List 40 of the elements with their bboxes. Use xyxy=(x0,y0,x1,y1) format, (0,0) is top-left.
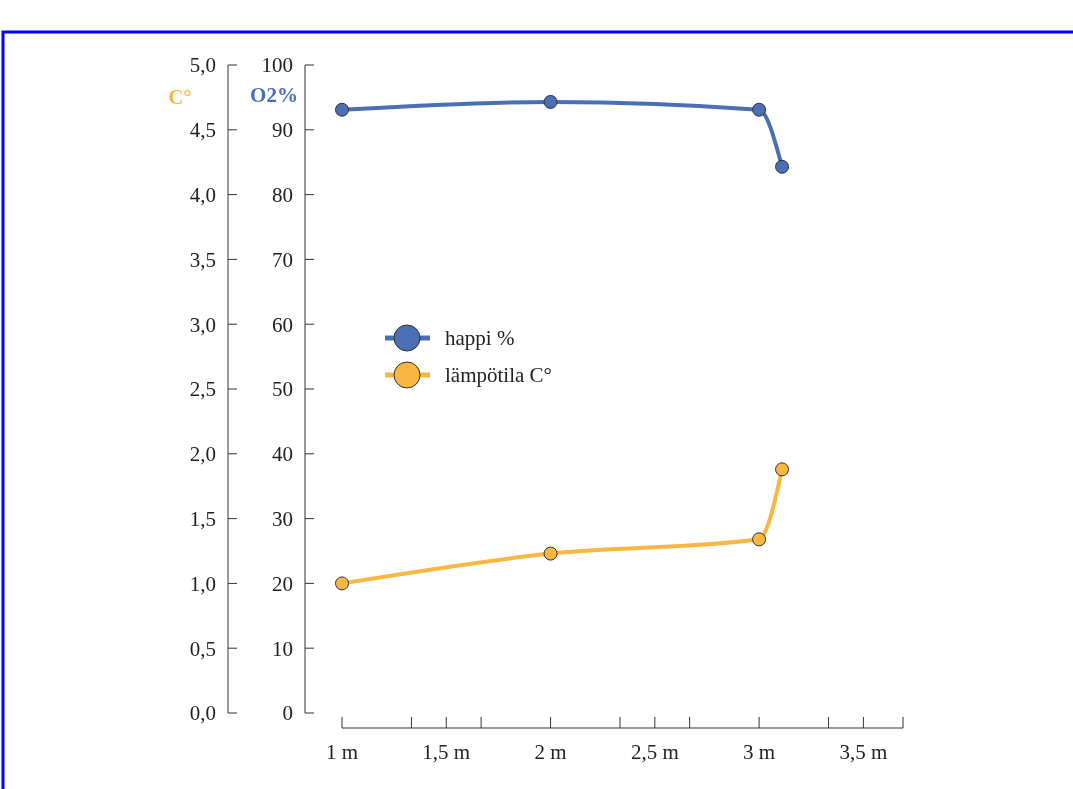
y-tick-label: 10 xyxy=(272,636,293,661)
y2-tick-label: 3,0 xyxy=(189,312,216,337)
y-tick-label: 30 xyxy=(272,506,293,531)
y2-tick-label: 3,5 xyxy=(189,247,216,272)
y2-tick-label: 2,5 xyxy=(189,377,216,402)
x-tick-label: 1 m xyxy=(325,740,359,765)
y-tick-label: 80 xyxy=(272,182,293,207)
y-tick-label: 0 xyxy=(282,701,293,726)
point xyxy=(335,102,349,117)
point xyxy=(543,546,558,561)
legend-label: lämpötila C° xyxy=(445,363,552,388)
y2-tick-label: 2,0 xyxy=(189,442,216,467)
y-tick-label: 90 xyxy=(272,118,293,143)
y2-tick-label: 5,0 xyxy=(189,53,216,78)
y-tick-label: 40 xyxy=(272,442,293,467)
y-tick-label: 70 xyxy=(272,247,293,272)
point xyxy=(543,94,558,109)
legend-label: happi % xyxy=(445,326,515,351)
y-tick-label: 20 xyxy=(272,571,293,596)
y-axis-title: O2% xyxy=(250,83,298,108)
x-tick-label: 2 m xyxy=(534,740,567,765)
y2-tick-label: 0,0 xyxy=(189,701,216,726)
x-tick-label: 2,5 m xyxy=(630,740,679,765)
point xyxy=(335,576,349,591)
x-tick-label: 3 m xyxy=(743,740,776,765)
y2-tick-label: 1,5 xyxy=(189,506,216,531)
y2-tick-label: 4,5 xyxy=(189,118,216,143)
y-tick-label: 60 xyxy=(272,312,293,337)
x-tick-label: 1,5 m xyxy=(422,740,471,765)
y2-tick-label: 0,5 xyxy=(189,636,216,661)
point xyxy=(775,462,790,477)
y2-axis-title: C° xyxy=(168,85,192,110)
y2-tick-label: 4,0 xyxy=(189,182,216,207)
point xyxy=(775,159,790,174)
x-tick-label: 3,5 m xyxy=(839,740,888,765)
y2-tick-label: 1,0 xyxy=(189,571,216,596)
y-tick-label: 50 xyxy=(272,377,293,402)
point xyxy=(752,102,767,117)
point xyxy=(752,532,767,547)
y-tick-label: 100 xyxy=(261,53,293,78)
